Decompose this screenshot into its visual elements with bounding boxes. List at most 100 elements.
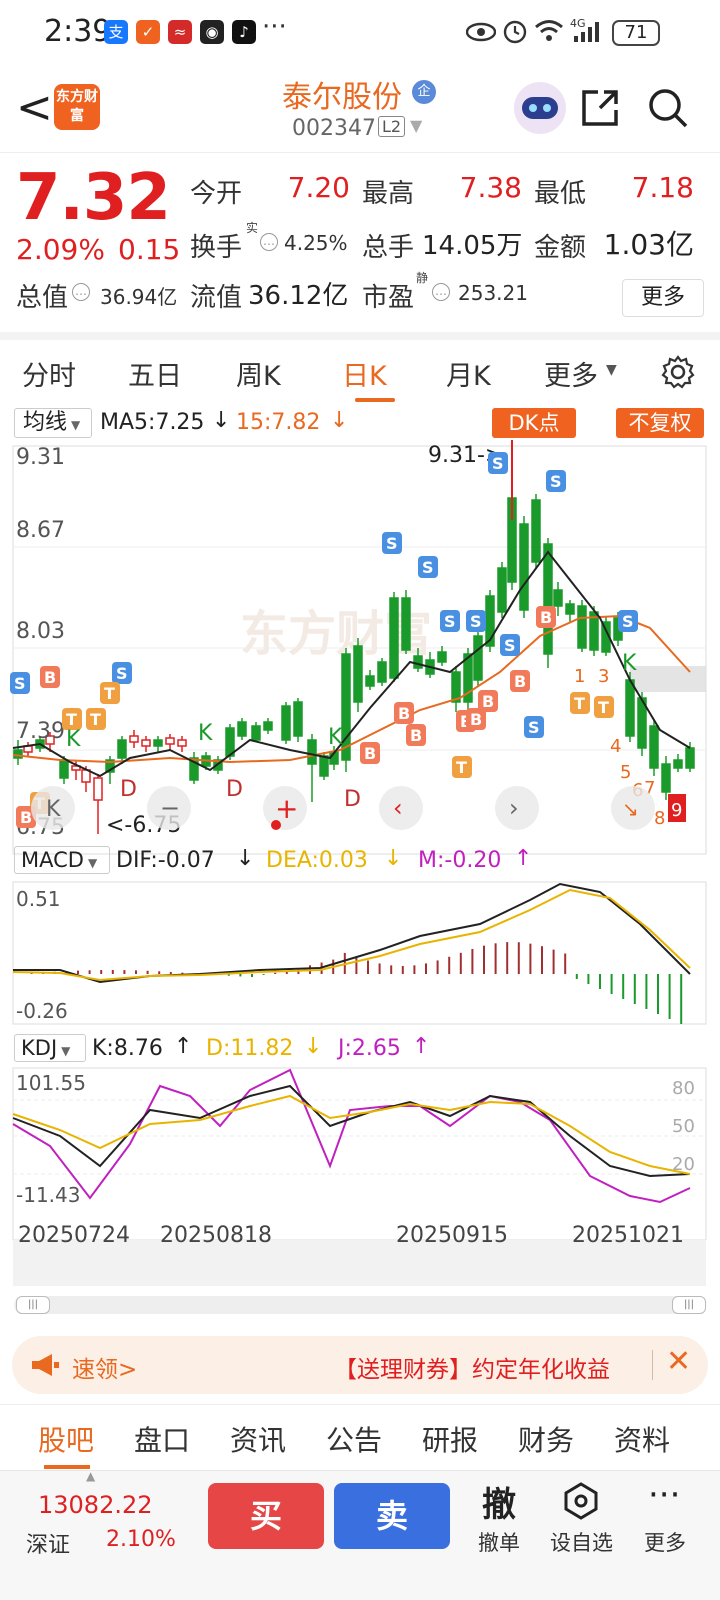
app-icon-3: ◉ xyxy=(200,20,224,44)
candle xyxy=(281,705,291,741)
ma5-line xyxy=(12,550,691,778)
promo-banner[interactable]: 速领> 【送理财券】约定年化收益 ✕ xyxy=(12,1336,708,1394)
signal-tag xyxy=(510,670,530,692)
chart-scrollbar[interactable] xyxy=(14,1296,706,1314)
x-tick-3: 20250915 xyxy=(396,1223,508,1248)
zoom-out-icon[interactable] xyxy=(147,786,191,830)
k-marker: K xyxy=(198,721,213,746)
scroll-left-icon[interactable] xyxy=(31,786,75,830)
add-watchlist-icon[interactable] xyxy=(562,1481,600,1521)
zoom-in-icon[interactable] xyxy=(263,786,307,830)
signal-tag-label: B xyxy=(410,726,422,745)
tab-monthly[interactable]: 月K xyxy=(446,361,491,392)
megaphone-icon xyxy=(32,1354,59,1376)
banner-divider xyxy=(652,1350,653,1380)
wifi-icon xyxy=(535,20,563,41)
signal-tag xyxy=(440,610,460,632)
active-tab-indicator xyxy=(355,398,395,402)
add-watchlist-label[interactable]: 设自选 xyxy=(550,1531,613,1555)
tab-research[interactable]: 研报 xyxy=(422,1424,479,1457)
app-icon: ✓ xyxy=(136,20,160,44)
stock-code[interactable]: 002347 xyxy=(292,116,376,141)
tab-forum[interactable]: 股吧 xyxy=(38,1424,95,1457)
tab-daily[interactable]: 日K xyxy=(342,361,387,392)
battery-indicator: 71 xyxy=(612,20,660,46)
more-icon[interactable]: ··· xyxy=(648,1475,681,1515)
chevron-down-icon[interactable]: ▼ xyxy=(410,116,423,135)
low-value: 7.18 xyxy=(631,171,694,204)
eye-icon xyxy=(466,22,496,42)
kdj-select[interactable]: KDJ ▼ xyxy=(14,1034,86,1062)
scroll-handle-left[interactable]: ||| xyxy=(16,1296,50,1314)
candle xyxy=(519,523,529,611)
close-icon[interactable]: ✕ xyxy=(666,1344,692,1379)
info-icon-3[interactable]: … xyxy=(432,283,450,301)
signal-tag xyxy=(570,692,590,714)
candle xyxy=(577,605,587,649)
open-value: 7.20 xyxy=(287,171,350,204)
prev-icon[interactable] xyxy=(379,786,423,830)
kdj-chart[interactable]: 80 50 20 101.55 -11.43 20250724 20250818… xyxy=(0,1066,720,1288)
kline-chart[interactable]: 东方财富 9.31 8.67 8.03 7.39 6.75 9.31-> <-6… xyxy=(0,440,720,860)
tab-orderbook[interactable]: 盘口 xyxy=(134,1424,191,1457)
signal-tag-label: B xyxy=(470,710,482,729)
signal-tag xyxy=(466,708,486,730)
ma-select[interactable]: 均线 ▼ xyxy=(14,408,92,438)
signal-tag-label: S xyxy=(444,612,456,631)
macd-select[interactable]: MACD ▼ xyxy=(14,846,110,874)
open-label: 今开 xyxy=(190,179,243,209)
no-adjust-button[interactable]: 不复权 xyxy=(616,408,704,438)
cancel-order-icon[interactable]: 撤 xyxy=(482,1485,516,1525)
back-icon[interactable]: < xyxy=(16,82,53,133)
float-label: 流值 xyxy=(190,283,243,313)
signal-tag-label: S xyxy=(504,636,516,655)
dea-label: DEA:0.03 xyxy=(266,848,368,873)
turnover-sup: 实 xyxy=(246,221,259,235)
ai-assistant-icon[interactable] xyxy=(514,82,566,134)
tab-more[interactable]: 更多 xyxy=(544,361,598,392)
high-label: 最高 xyxy=(362,179,415,209)
dk-point-button[interactable]: DK点 xyxy=(492,408,576,438)
tab-news[interactable]: 资讯 xyxy=(230,1424,287,1457)
tab-profile[interactable]: 资料 xyxy=(614,1424,671,1457)
candle xyxy=(413,655,423,669)
signal-tag xyxy=(466,610,486,632)
scroll-handle-right[interactable]: ||| xyxy=(672,1296,706,1314)
info-icon[interactable]: … xyxy=(260,233,278,251)
search-icon[interactable] xyxy=(646,86,690,130)
candle xyxy=(153,739,163,747)
signal-tag-label: B xyxy=(44,668,56,687)
share-icon[interactable] xyxy=(578,86,622,130)
tab-weekly[interactable]: 周K xyxy=(236,361,281,392)
more-label[interactable]: 更多 xyxy=(644,1531,686,1555)
candle xyxy=(497,567,507,613)
candle xyxy=(129,735,139,743)
tab-financials[interactable]: 财务 xyxy=(518,1424,575,1457)
x-tick-2: 20250818 xyxy=(160,1223,272,1248)
promo-lead[interactable]: 速领> xyxy=(72,1357,138,1383)
more-quote-button[interactable]: 更多 xyxy=(622,279,704,317)
index-value[interactable]: 13082.22 xyxy=(38,1491,153,1519)
info-icon-2[interactable]: … xyxy=(72,283,90,301)
svg-text:东方财富: 东方财富 xyxy=(240,606,432,662)
tab-announcements[interactable]: 公告 xyxy=(326,1424,383,1457)
dif-label: DIF:-0.07 xyxy=(116,848,215,873)
kdj-ref-80: 80 xyxy=(672,1078,695,1099)
sequence-marker: 3 xyxy=(598,666,609,687)
period-tabs: 分时 五日 周K 日K 月K 更多 ▼ xyxy=(0,332,720,402)
tab-intraday[interactable]: 分时 xyxy=(22,361,76,392)
signal-tag-label: S xyxy=(492,454,504,473)
macd-chart[interactable]: 0.51 -0.26 xyxy=(0,880,720,1040)
buy-button[interactable]: 买 xyxy=(208,1483,324,1549)
sell-button[interactable]: 卖 xyxy=(334,1483,450,1549)
tab-five-day[interactable]: 五日 xyxy=(128,361,182,392)
candle xyxy=(353,645,363,703)
content-tabs: 股吧 盘口 资讯 公告 研报 财务 资料 xyxy=(0,1404,720,1470)
gear-icon[interactable] xyxy=(660,354,696,390)
fullscreen-icon[interactable] xyxy=(611,786,655,830)
y-tick-2: 8.67 xyxy=(16,518,65,543)
d-marker: D xyxy=(344,787,361,812)
svg-text:‹: ‹ xyxy=(393,794,403,822)
next-icon[interactable] xyxy=(495,786,539,830)
cancel-order-label[interactable]: 撤单 xyxy=(478,1531,520,1555)
